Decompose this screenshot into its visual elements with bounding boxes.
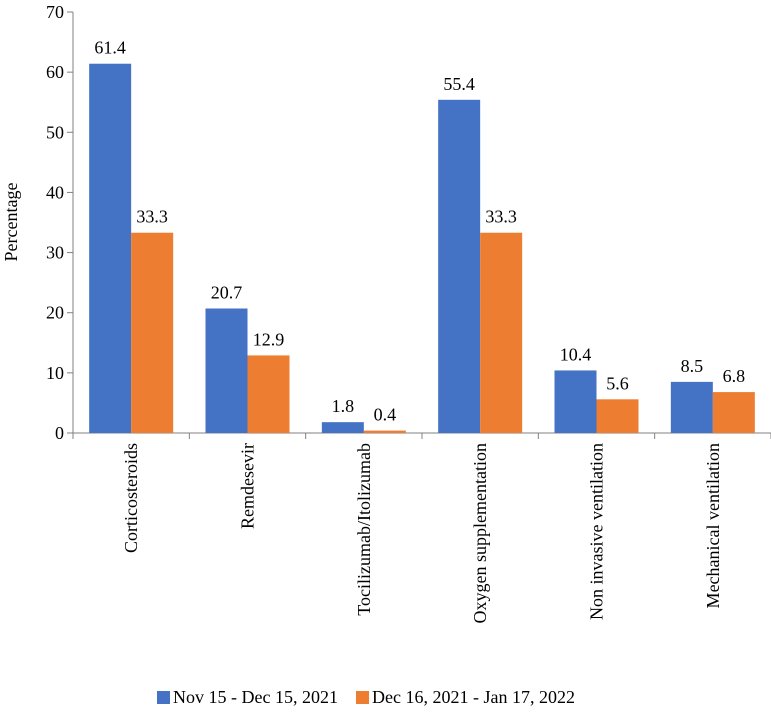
bar-series-1-4 <box>554 370 597 433</box>
y-tick-label: 40 <box>46 182 64 202</box>
bar-series-1-2 <box>321 422 364 433</box>
bars <box>89 63 755 434</box>
y-tick-label: 30 <box>46 243 64 263</box>
data-label-series-2-3: 33.3 <box>485 207 517 227</box>
bar-series-1-0 <box>89 63 132 433</box>
category-label-0: Corticosteroids <box>121 443 141 553</box>
category-label-5: Mechanical ventilation <box>703 443 723 608</box>
category-label-1: Remdesevir <box>238 443 258 529</box>
y-tick-label: 0 <box>55 423 64 443</box>
legend-label-2: Dec 16, 2021 - Jan 17, 2022 <box>372 687 575 707</box>
y-tick-label: 10 <box>46 363 64 383</box>
data-label-series-2-0: 33.3 <box>136 207 168 227</box>
legend-swatch-1 <box>157 691 170 704</box>
category-label-3: Oxygen supplementation <box>470 443 490 623</box>
data-label-series-1-4: 10.4 <box>560 344 592 364</box>
axes: 0 10 20 30 40 50 60 70 <box>46 2 771 443</box>
y-tick-label: 50 <box>46 122 64 142</box>
bar-series-1-3 <box>438 99 481 434</box>
legend-label-1: Nov 15 - Dec 15, 2021 <box>173 687 338 707</box>
y-axis-title: Percentage <box>1 183 21 262</box>
data-label-series-1-2: 1.8 <box>332 396 355 416</box>
data-label-series-1-3: 55.4 <box>443 74 475 94</box>
data-label-series-1-1: 20.7 <box>211 283 243 303</box>
bar-series-1-1 <box>205 308 248 433</box>
category-label-2: Tocilizumab/Itolizumab <box>354 443 374 616</box>
category-labels: Corticosteroids Remdesevir Tocilizumab/Ito… <box>121 443 723 623</box>
legend-swatch-2 <box>355 691 369 704</box>
y-tick-label: 20 <box>46 303 64 323</box>
bar-series-2-2 <box>363 430 406 433</box>
y-tick-label: 60 <box>46 62 64 82</box>
data-label-series-2-2: 0.4 <box>374 405 397 425</box>
bar-series-2-3 <box>480 232 523 433</box>
y-tick-label: 70 <box>46 2 64 22</box>
category-label-4: Non invasive ventilation <box>587 443 607 620</box>
data-labels: 61.4 33.3 20.7 12.9 1.8 0.4 55.4 33.3 10.4 5.6 8.5… <box>94 38 745 425</box>
bar-series-2-1 <box>247 355 290 433</box>
bar-series-2-5 <box>712 392 755 433</box>
data-label-series-1-5: 8.5 <box>681 356 704 376</box>
data-label-series-1-0: 61.4 <box>94 38 126 58</box>
data-label-series-2-5: 6.8 <box>723 366 746 386</box>
bar-series-2-4 <box>596 399 639 433</box>
bar-series-2-0 <box>131 232 174 433</box>
data-label-series-2-4: 5.6 <box>606 373 629 393</box>
legend: Nov 15 - Dec 15, 2021 Dec 16, 2021 - Jan … <box>157 687 575 707</box>
bar-series-1-5 <box>670 381 713 433</box>
data-label-series-2-1: 12.9 <box>253 329 285 349</box>
